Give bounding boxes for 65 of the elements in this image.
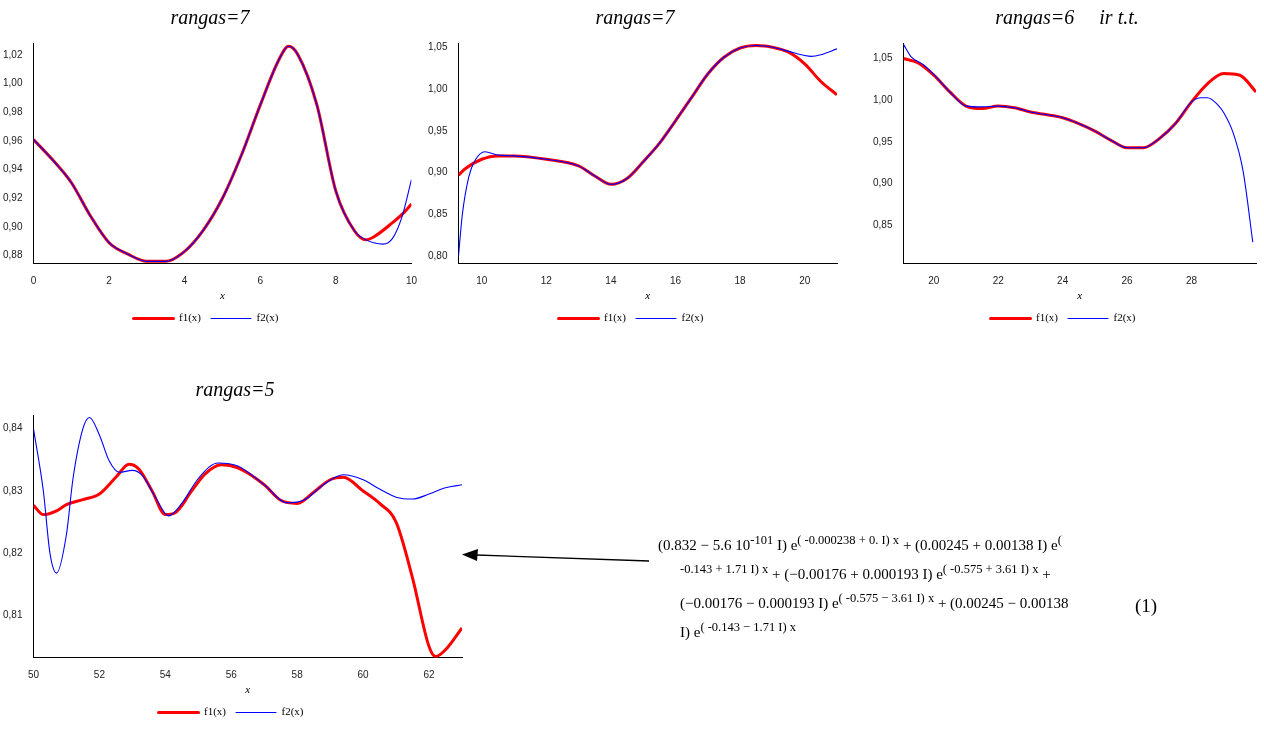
y-tick-label: 0,85	[427, 208, 448, 220]
y-tick-label: 0,90	[427, 166, 448, 178]
x-tick-label: 26	[1121, 274, 1134, 286]
x-tick-label: 20	[928, 274, 940, 286]
x-tick-label: 20	[799, 274, 811, 286]
legend-label: f1(x)	[1036, 311, 1059, 325]
x-tick-label: 0	[30, 274, 37, 286]
x-tick-label: 10	[405, 274, 418, 286]
legend-label: f1(x)	[604, 311, 627, 325]
x-tick-label: 4	[181, 274, 188, 286]
y-tick-label: 0,88	[2, 249, 23, 261]
x-tick-label: 28	[1185, 274, 1198, 286]
x-tick-label: 10	[476, 274, 488, 286]
x-tick-label: 52	[93, 668, 106, 680]
y-tick-label: 0,98	[2, 106, 23, 117]
x-tick-label: 18	[734, 274, 747, 286]
chart-title: rangas=6 ir t.t.	[994, 6, 1140, 31]
chart-title: rangas=5	[194, 378, 276, 403]
y-tick-label: 1,05	[872, 52, 893, 64]
y-tick-label: 0,90	[872, 177, 893, 189]
x-tick-label: 2	[106, 274, 113, 286]
x-tick-label: 14	[605, 274, 617, 286]
x-axis-title: x	[219, 289, 226, 302]
y-tick-label: 0,80	[427, 250, 448, 262]
text: (0.832 − 5.6 10$^{-101}$ I) e$^{( -0.000238 + 0. I) x}$ + (0.00245 + 0.00138 I) e$^{(}$ $^{-0.143 + 1.71 I) x}$ + (−0.00176 + 0.000193 I) e$^{( -0.575 + 3.61 I) x}$ + (−0.00176 − 0.000193 I) e$^{( -0.575 − 3.61 I) x}$ + (0.00245 − 0.00138 I) e$^{( -0.143 − 1.71 I) x}$	[658, 533, 1069, 640]
x-tick-label: 56	[225, 668, 238, 680]
legend-label: f2(x)	[281, 705, 304, 719]
x-axis-title: x	[644, 289, 651, 302]
y-tick-label: 0,96	[2, 134, 23, 146]
legend-label: f2(x)	[256, 311, 279, 325]
y-tick-label: 0,90	[2, 220, 23, 232]
y-tick-label: 0,83	[2, 484, 23, 496]
y-tick-label: 0,95	[427, 124, 448, 136]
chart-title: rangas=7	[594, 6, 676, 31]
legend-label: f2(x)	[1113, 311, 1136, 325]
y-tick-label: 0,82	[2, 546, 23, 558]
x-tick-label: 62	[423, 668, 436, 680]
x-axis-title: x	[244, 683, 251, 696]
x-tick-label: 6	[257, 274, 264, 286]
x-tick-label: 50	[27, 668, 40, 680]
y-tick-label: 0,92	[2, 192, 23, 204]
x-tick-label: 24	[1057, 274, 1069, 286]
y-tick-label: 1,00	[2, 77, 23, 89]
legend-label: f2(x)	[681, 311, 704, 325]
y-tick-label: 0,84	[2, 422, 23, 434]
x-tick-label: 12	[540, 274, 553, 286]
chart-title: rangas=7	[169, 6, 251, 31]
x-tick-label: 54	[159, 668, 172, 680]
text: (1)	[1135, 594, 1159, 618]
x-tick-label: 58	[291, 668, 304, 680]
x-tick-label: 16	[669, 274, 682, 286]
x-tick-label: 8	[333, 274, 340, 286]
y-tick-label: 1,00	[872, 93, 893, 105]
legend-label: f1(x)	[179, 311, 202, 325]
legend-label: f1(x)	[204, 705, 227, 719]
y-tick-label: 1,00	[427, 82, 448, 94]
x-tick-label: 60	[357, 668, 370, 680]
y-tick-label: 1,02	[2, 48, 23, 60]
x-tick-label: 22	[992, 274, 1005, 286]
y-tick-label: 1,05	[427, 40, 448, 52]
y-tick-label: 0,94	[2, 163, 23, 175]
y-tick-label: 0,85	[872, 219, 893, 231]
x-axis-title: x	[1076, 289, 1083, 302]
y-tick-label: 0,95	[872, 135, 893, 147]
y-tick-label: 0,81	[2, 609, 23, 621]
